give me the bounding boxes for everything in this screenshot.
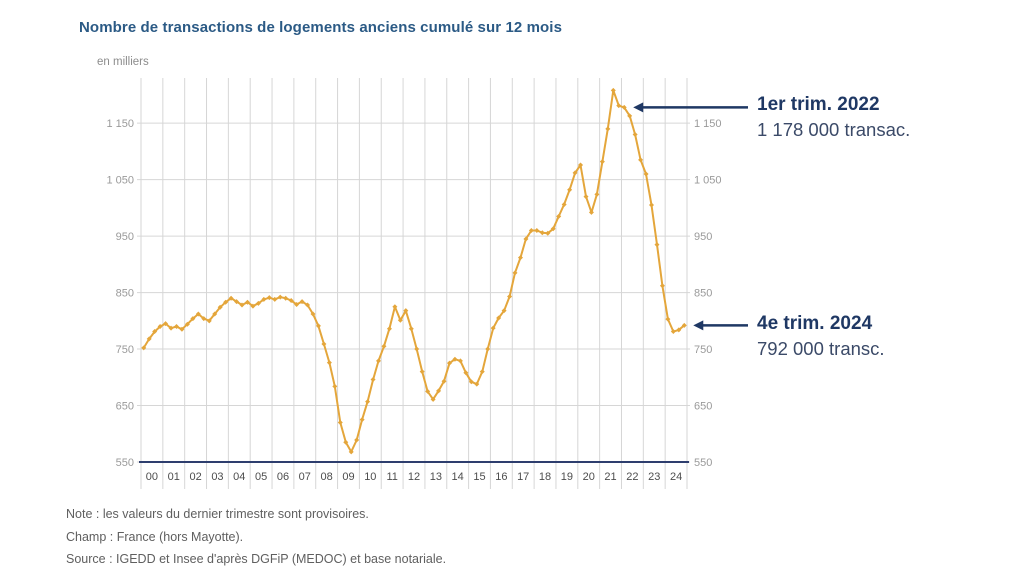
svg-text:05: 05 [255, 471, 267, 483]
series-line [142, 89, 686, 453]
page-title: Nombre de transactions de logements anci… [79, 19, 563, 36]
svg-text:16: 16 [495, 471, 507, 483]
svg-text:06: 06 [277, 471, 289, 483]
svg-text:15: 15 [473, 471, 485, 483]
grid-horizontal [137, 122, 690, 463]
svg-text:850: 850 [116, 288, 134, 300]
svg-text:18: 18 [539, 471, 551, 483]
annotation-2022: 1er trim. 2022 1 178 000 transac. [757, 92, 1022, 143]
annotation-2024-value: 792 000 transc. [757, 338, 885, 359]
svg-text:09: 09 [342, 471, 354, 483]
svg-text:07: 07 [299, 471, 311, 483]
arrow-head-icon [693, 320, 704, 331]
note-line: Source : IGEDD et Insee d'après DGFiP (M… [66, 552, 447, 566]
note-line: Champ : France (hors Mayotte). [66, 529, 244, 544]
svg-text:22: 22 [626, 471, 638, 483]
svg-text:550: 550 [694, 457, 712, 469]
svg-text:650: 650 [694, 401, 712, 413]
svg-text:1 050: 1 050 [694, 175, 722, 187]
annotation-2024-label: 4e trim. 2024 [757, 313, 873, 334]
x-tick-labels: 00 01 02 03 04 05 06 07 08 09 10 11 12 13 14 15 16 17 18 19… [146, 471, 682, 483]
svg-text:14: 14 [452, 471, 464, 483]
svg-text:950: 950 [694, 231, 712, 243]
svg-text:20: 20 [583, 471, 595, 483]
grid-vertical [140, 78, 688, 489]
svg-text:850: 850 [694, 288, 712, 300]
svg-text:21: 21 [604, 471, 616, 483]
svg-text:04: 04 [233, 471, 245, 483]
svg-text:750: 750 [694, 344, 712, 356]
svg-text:13: 13 [430, 471, 442, 483]
svg-text:17: 17 [517, 471, 529, 483]
svg-text:08: 08 [321, 471, 333, 483]
svg-text:950: 950 [116, 231, 134, 243]
unit-label: en milliers [97, 56, 149, 68]
svg-text:1 150: 1 150 [106, 118, 134, 130]
annotation-2024: 4e trim. 2024 792 000 transc. [757, 311, 1022, 362]
svg-text:24: 24 [670, 471, 682, 483]
svg-text:11: 11 [386, 471, 397, 483]
svg-text:10: 10 [364, 471, 376, 483]
arrow-head-icon [633, 102, 644, 113]
svg-text:750: 750 [116, 344, 134, 356]
note-line: Note : les valeurs du dernier trimestre … [66, 507, 369, 521]
svg-text:01: 01 [168, 471, 180, 483]
svg-text:19: 19 [561, 471, 573, 483]
series-markers [141, 87, 687, 455]
svg-text:12: 12 [408, 471, 420, 483]
svg-text:23: 23 [648, 471, 660, 483]
svg-text:03: 03 [211, 471, 223, 483]
svg-text:1 050: 1 050 [106, 175, 134, 187]
annotation-2022-label: 1er trim. 2022 [757, 94, 880, 115]
y-tick-labels-right: 550 650 750 850 950 1 050 1 150 [694, 118, 722, 469]
annotation-2022-value: 1 178 000 transac. [757, 119, 911, 140]
svg-text:1 150: 1 150 [694, 118, 722, 130]
svg-text:00: 00 [146, 471, 158, 483]
annotation-arrows [633, 102, 748, 331]
svg-text:550: 550 [116, 457, 134, 469]
y-tick-labels-left: 550 650 750 850 950 1 050 1 150 [106, 118, 134, 469]
svg-text:650: 650 [116, 401, 134, 413]
footnotes: Note : les valeurs du dernier trimestre … [66, 503, 446, 571]
svg-text:02: 02 [189, 471, 201, 483]
